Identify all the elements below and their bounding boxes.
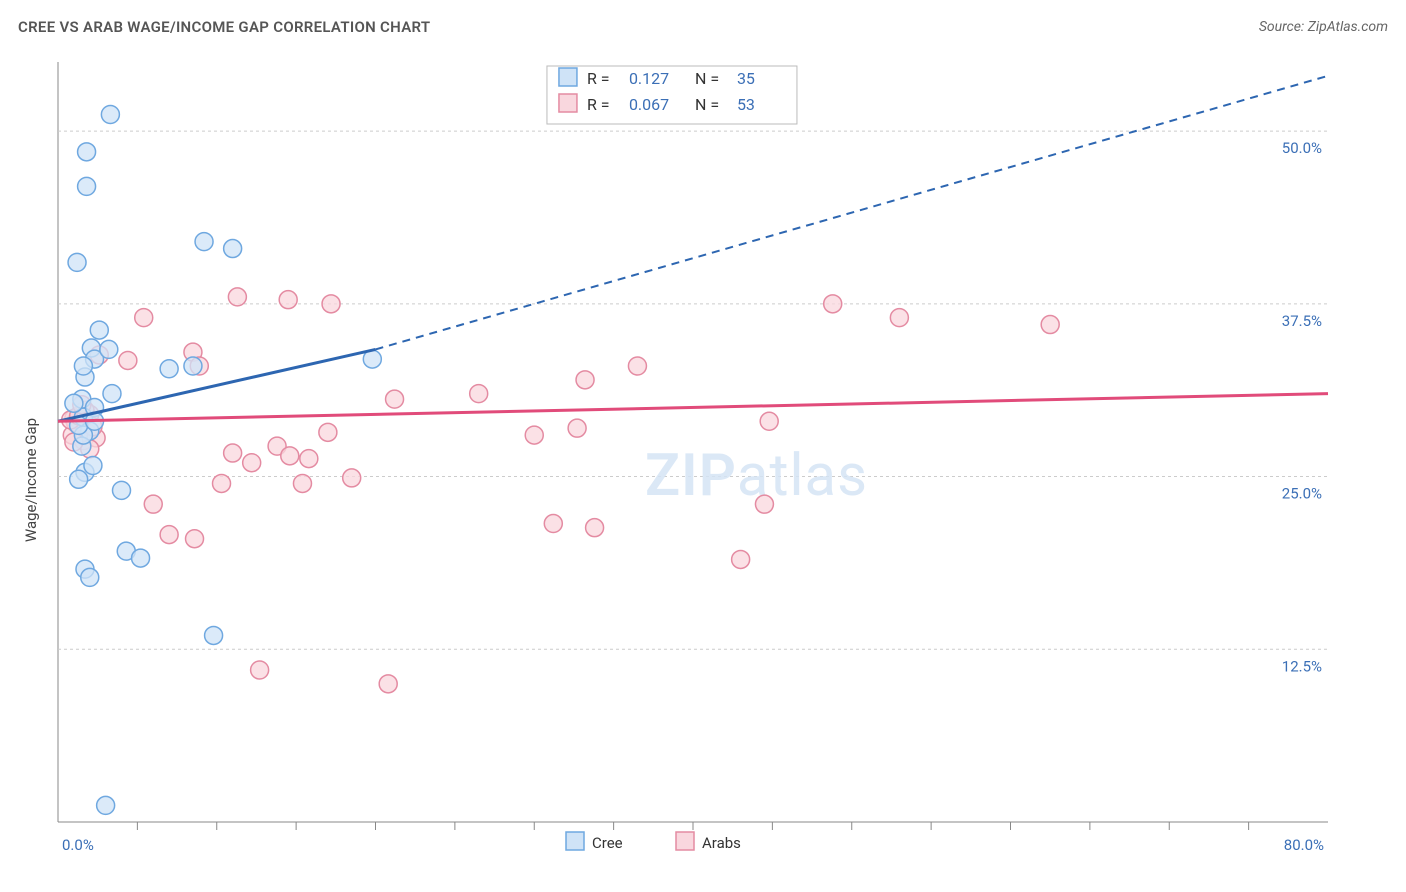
arab-point: [213, 474, 231, 492]
bottom-legend-swatch: [566, 832, 584, 850]
cree-trend-dashed: [376, 76, 1329, 350]
arab-point: [576, 371, 594, 389]
cree-point: [84, 456, 102, 474]
chart-container: 12.5%25.0%37.5%50.0%0.0%80.0%ZIPatlasWag…: [18, 52, 1388, 874]
arab-point: [890, 309, 908, 327]
arab-point: [319, 423, 337, 441]
arab-point: [824, 295, 842, 313]
arab-point: [135, 309, 153, 327]
arab-point: [470, 385, 488, 403]
arab-point: [322, 295, 340, 313]
arab-point: [281, 447, 299, 465]
source-label: Source: ZipAtlas.com: [1259, 19, 1388, 35]
bottom-legend-label: Arabs: [702, 834, 741, 852]
arab-point: [243, 454, 261, 472]
x-tick-label: 80.0%: [1284, 836, 1324, 854]
cree-point: [113, 481, 131, 499]
cree-point: [100, 340, 118, 358]
cree-point: [70, 470, 88, 488]
arab-point: [300, 450, 318, 468]
legend-n-label: N =: [695, 95, 719, 114]
arab-point: [732, 550, 750, 568]
arab-point: [228, 288, 246, 306]
legend-n-value: 53: [737, 95, 755, 114]
legend-r-value: 0.127: [629, 69, 669, 88]
cree-point: [74, 357, 92, 375]
arab-point: [279, 291, 297, 309]
cree-point: [224, 240, 242, 258]
legend-box: [547, 66, 797, 124]
legend-swatch: [559, 94, 577, 112]
legend-swatch: [559, 68, 577, 86]
cree-point: [65, 394, 83, 412]
cree-point: [184, 357, 202, 375]
y-tick-label: 12.5%: [1282, 657, 1322, 675]
cree-point: [205, 626, 223, 644]
bottom-legend-swatch: [676, 832, 694, 850]
arab-point: [628, 357, 646, 375]
cree-point: [103, 385, 121, 403]
arab-point: [525, 426, 543, 444]
legend-n-value: 35: [737, 69, 755, 88]
legend-n-label: N =: [695, 69, 719, 88]
arab-point: [293, 474, 311, 492]
arab-point: [224, 444, 242, 462]
arab-point: [251, 661, 269, 679]
arab-point: [119, 351, 137, 369]
arab-point: [379, 675, 397, 693]
legend-r-label: R =: [587, 95, 610, 114]
y-tick-label: 37.5%: [1282, 312, 1322, 330]
y-tick-label: 25.0%: [1282, 485, 1322, 503]
arab-point: [586, 519, 604, 537]
cree-point: [97, 796, 115, 814]
y-axis-title: Wage/Income Gap: [22, 418, 40, 542]
x-tick-label: 0.0%: [62, 836, 94, 854]
chart-title: CREE VS ARAB WAGE/INCOME GAP CORRELATION…: [18, 18, 430, 36]
cree-point: [90, 321, 108, 339]
arab-point: [544, 515, 562, 533]
cree-point: [195, 233, 213, 251]
arab-point: [1041, 316, 1059, 334]
cree-point: [132, 549, 150, 567]
arab-trend-solid: [58, 394, 1328, 422]
cree-point: [81, 568, 99, 586]
scatter-chart: 12.5%25.0%37.5%50.0%0.0%80.0%ZIPatlasWag…: [18, 52, 1388, 874]
arab-point: [386, 390, 404, 408]
arab-point: [160, 526, 178, 544]
arab-point: [760, 412, 778, 430]
arab-point: [186, 530, 204, 548]
arab-point: [144, 495, 162, 513]
cree-point: [78, 177, 96, 195]
legend-r-value: 0.067: [629, 95, 669, 114]
cree-point: [101, 106, 119, 124]
arab-point: [755, 495, 773, 513]
cree-point: [68, 253, 86, 271]
legend-r-label: R =: [587, 69, 610, 88]
arab-point: [568, 419, 586, 437]
cree-point: [78, 143, 96, 161]
y-tick-label: 50.0%: [1282, 139, 1322, 157]
cree-point: [160, 360, 178, 378]
bottom-legend-label: Cree: [592, 834, 623, 852]
arab-point: [343, 469, 361, 487]
